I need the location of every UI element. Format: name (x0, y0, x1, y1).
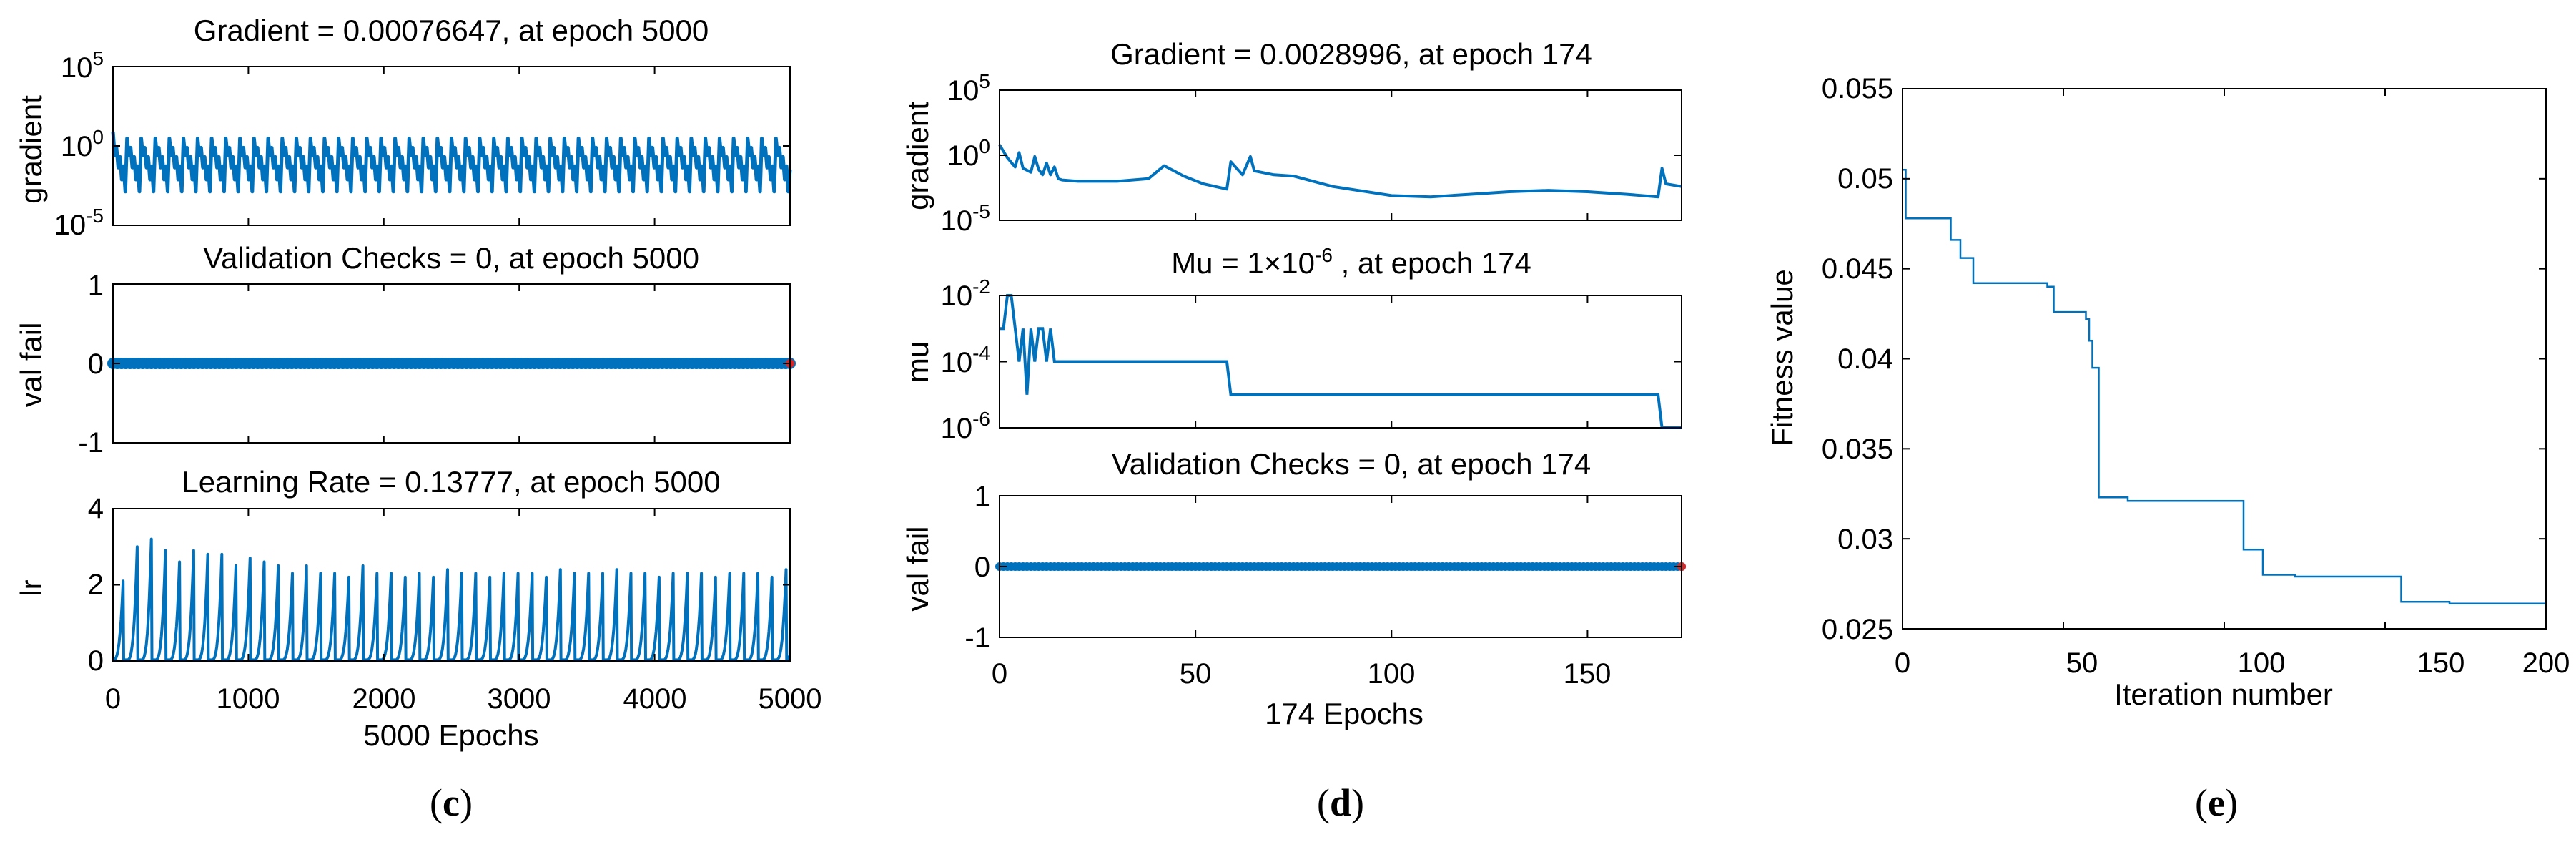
x-tick-label: 150 (2417, 647, 2465, 679)
y-tick-label: 2 (88, 569, 104, 600)
plot-c-learning-rate: Learning Rate = 0.13777, at epoch 5000 4… (14, 465, 821, 752)
axes-frame (1902, 88, 2547, 630)
y-tick-label: 10-6 (941, 408, 990, 444)
axes-frame (999, 89, 1682, 221)
y-tick-label: 1 (88, 270, 104, 301)
y-tick-label: 105 (947, 70, 990, 107)
plot-e-fitness: 0.055 0.05 0.045 0.04 0.035 0.03 0.025 0… (1765, 73, 2570, 711)
learning-rate-line (112, 537, 791, 662)
x-tick-label: 3000 (488, 683, 551, 715)
x-tick-labels: 0 1000 2000 3000 4000 5000 (105, 683, 822, 715)
series-val-fail (995, 495, 1686, 638)
plot-title: Learning Rate = 0.13777, at epoch 5000 (182, 465, 720, 499)
plot-title: Gradient = 0.0028996, at epoch 174 (1110, 37, 1592, 71)
y-tick-label: 10-2 (941, 275, 990, 312)
x-tick-label: 100 (1368, 658, 1416, 690)
x-axis-label: 174 Epochs (1265, 697, 1423, 730)
x-tick-label: 50 (1180, 658, 1212, 690)
y-axis-label: mu (901, 341, 934, 383)
x-tick-label: 100 (2238, 647, 2286, 679)
y-tick-labels: 10-2 10-4 10-6 (941, 275, 990, 444)
y-tick-label: -1 (78, 427, 104, 459)
axes-frame (112, 66, 791, 226)
x-tick-labels: 0 50 100 150 (992, 658, 1612, 690)
x-tick-label: 2000 (352, 683, 416, 715)
plot-title: Mu = 1×10-6 , at epoch 174 (1171, 244, 1531, 280)
y-axis-label: val fail (901, 526, 934, 611)
panel-label-c: (c) (430, 781, 473, 824)
y-tick-label: 0 (88, 645, 104, 677)
y-tick-labels: 4 2 0 (88, 493, 104, 677)
y-tick-label: 0 (974, 552, 990, 583)
y-tick-labels: 105 100 10-5 (941, 70, 990, 237)
y-tick-labels: 0.055 0.05 0.045 0.04 0.035 0.03 0.025 (1822, 73, 1893, 645)
y-tick-label: 0 (88, 348, 104, 380)
gradient-line (998, 144, 1682, 199)
series-mu (999, 294, 1682, 429)
plot-d-val-fail: Validation Checks = 0, at epoch 174 1 0 … (901, 447, 1686, 730)
plot-title: Gradient = 0.00076647, at epoch 5000 (194, 14, 709, 47)
y-tick-label: 10-5 (941, 200, 990, 237)
y-tick-label: 0.05 (1837, 163, 1893, 195)
plot-c-val-fail: Validation Checks = 0, at epoch 5000 1 0… (14, 241, 796, 459)
y-axis-label: gradient (901, 102, 934, 210)
x-tick-label: 1000 (217, 683, 280, 715)
y-axis-label: Fitness value (1765, 269, 1799, 446)
y-tick-label: -1 (964, 622, 990, 654)
y-tick-label: 0.055 (1822, 73, 1893, 104)
axes-frame (999, 495, 1682, 638)
y-tick-label: 100 (61, 126, 104, 162)
y-tick-label: 0.04 (1837, 343, 1893, 375)
series-gradient (998, 89, 1682, 221)
y-tick-labels: 1 0 -1 (964, 481, 990, 654)
x-tick-label: 0 (992, 658, 1007, 690)
fitness-line (1903, 168, 2546, 605)
mu-line (1000, 294, 1682, 429)
y-tick-label: 0.03 (1837, 524, 1893, 555)
y-tick-label: 10-4 (941, 342, 990, 378)
plot-d-gradient: Gradient = 0.0028996, at epoch 174 105 1… (901, 37, 1682, 237)
x-tick-labels: 0 50 100 150 200 (1895, 647, 2570, 679)
x-axis-label: Iteration number (2114, 677, 2333, 711)
y-tick-label: 0.025 (1822, 614, 1893, 645)
y-tick-label: 10-5 (54, 205, 104, 241)
x-tick-label: 4000 (623, 683, 687, 715)
y-axis-label: gradient (14, 95, 48, 204)
x-tick-label: 5000 (759, 683, 822, 715)
panel-label-e: (e) (2195, 781, 2238, 824)
gradient-line (111, 131, 792, 194)
y-tick-label: 4 (88, 493, 104, 524)
series-val-fail (107, 283, 796, 444)
x-tick-label: 0 (105, 683, 121, 715)
x-tick-label: 50 (2066, 647, 2098, 679)
x-tick-label: 150 (1564, 658, 1612, 690)
axes-frame (112, 283, 791, 444)
plot-title: Validation Checks = 0, at epoch 174 (1112, 447, 1592, 481)
y-axis-label: val fail (14, 322, 48, 407)
panel-label-d: (d) (1317, 781, 1364, 824)
x-tick-label: 200 (2522, 647, 2570, 679)
plot-d-mu: Mu = 1×10-6 , at epoch 174 10-2 10-4 10-… (901, 244, 1682, 444)
series-learning-rate (112, 508, 791, 662)
y-tick-label: 105 (61, 47, 104, 84)
x-tick-label: 0 (1895, 647, 1910, 679)
x-axis-label: 5000 Epochs (363, 718, 538, 752)
plot-title: Validation Checks = 0, at epoch 5000 (203, 241, 699, 275)
y-tick-label: 0.035 (1822, 434, 1893, 465)
series-fitness (1902, 88, 2547, 630)
y-tick-labels: 1 0 -1 (78, 270, 104, 459)
series-gradient (111, 66, 792, 226)
plot-c-gradient: Gradient = 0.00076647, at epoch 5000 105… (14, 14, 792, 241)
y-tick-label: 0.045 (1822, 253, 1893, 285)
axes-frame (112, 508, 791, 662)
y-tick-labels: 105 100 10-5 (54, 47, 104, 241)
y-tick-label: 100 (947, 135, 990, 172)
axes-frame (999, 295, 1682, 429)
y-tick-label: 1 (974, 481, 990, 512)
y-axis-label: lr (14, 579, 48, 596)
